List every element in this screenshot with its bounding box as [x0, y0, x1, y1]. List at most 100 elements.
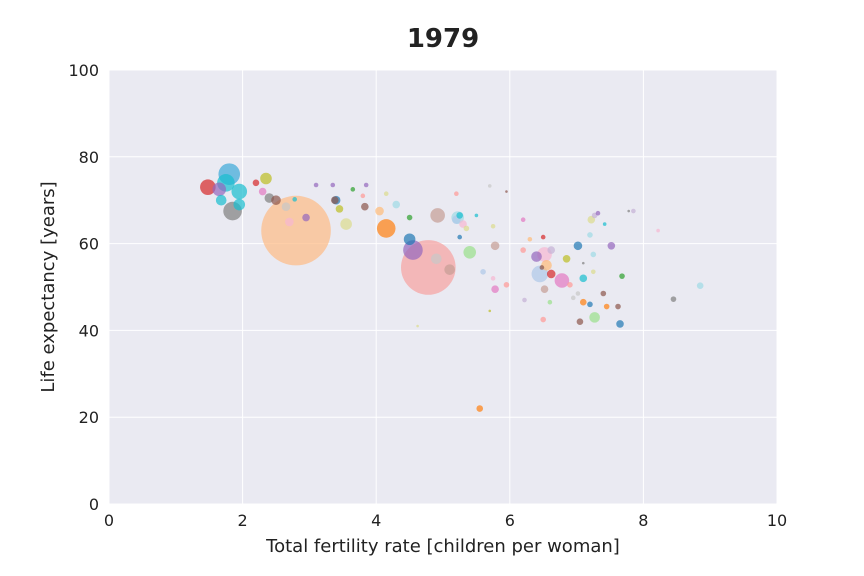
data-point — [292, 197, 298, 202]
data-point — [600, 290, 607, 297]
data-point — [491, 285, 499, 293]
data-point — [363, 182, 369, 188]
x-axis-label: Total fertility rate [children per woman… — [265, 536, 620, 557]
data-point — [350, 187, 356, 192]
data-point — [619, 273, 625, 279]
data-point — [252, 179, 260, 187]
data-point — [567, 282, 573, 288]
data-point — [258, 187, 267, 196]
data-point — [520, 217, 526, 223]
data-point — [602, 222, 607, 226]
data-point — [361, 202, 369, 211]
data-point — [392, 200, 401, 209]
data-point — [547, 246, 556, 254]
data-point — [416, 324, 419, 328]
y-tick-label: 20 — [79, 408, 99, 427]
data-point — [406, 214, 413, 221]
data-point — [431, 253, 442, 265]
x-tick-labels: 0 2 4 6 8 10 — [104, 511, 787, 530]
data-point — [603, 303, 610, 310]
data-point — [444, 264, 455, 275]
data-point — [607, 241, 616, 250]
data-point — [581, 261, 585, 265]
data-point — [615, 303, 621, 310]
y-tick-label: 100 — [68, 61, 99, 80]
data-point — [573, 241, 583, 251]
data-point — [579, 298, 587, 306]
data-point — [456, 212, 464, 219]
y-tick-label: 60 — [79, 235, 99, 254]
data-point — [474, 213, 479, 218]
data-point — [546, 269, 556, 279]
data-point — [522, 297, 527, 303]
y-tick-label: 40 — [79, 321, 99, 340]
data-points — [200, 163, 704, 412]
data-point — [616, 320, 624, 328]
data-point — [260, 172, 272, 185]
data-point — [403, 240, 423, 260]
grid — [108, 69, 778, 505]
data-point — [480, 269, 486, 275]
data-point — [463, 225, 470, 232]
data-point — [575, 291, 581, 296]
data-point — [487, 184, 492, 188]
data-point — [539, 265, 545, 270]
data-point — [531, 251, 542, 262]
data-point — [459, 220, 467, 228]
data-point — [285, 217, 294, 227]
data-point — [375, 206, 384, 216]
data-point — [488, 309, 492, 313]
data-point — [476, 405, 484, 412]
data-point — [505, 190, 508, 193]
data-point — [403, 233, 416, 246]
data-point — [587, 301, 593, 308]
x-tick-label: 0 — [104, 511, 114, 530]
data-point — [463, 245, 477, 259]
y-tick-label: 0 — [89, 495, 99, 514]
data-point — [376, 219, 396, 238]
data-point — [547, 299, 553, 305]
data-point — [261, 195, 331, 266]
data-point — [590, 251, 597, 258]
data-point — [383, 191, 389, 196]
data-point — [540, 285, 549, 293]
data-point — [520, 247, 526, 253]
data-point — [212, 182, 227, 197]
x-tick-label: 8 — [638, 511, 648, 530]
data-point — [271, 195, 281, 205]
data-point — [330, 182, 336, 188]
data-point — [200, 179, 216, 195]
data-point — [335, 205, 344, 213]
data-point — [591, 269, 596, 275]
data-point — [313, 182, 319, 188]
data-point — [340, 218, 352, 230]
data-point — [503, 282, 510, 288]
data-point — [281, 202, 291, 212]
data-point — [490, 276, 496, 281]
y-axis-label: Life expectancy [years] — [38, 181, 59, 392]
data-point — [540, 234, 546, 240]
data-point — [627, 209, 631, 213]
y-tick-label: 80 — [79, 148, 99, 167]
data-point — [570, 295, 576, 301]
x-tick-label: 2 — [238, 511, 248, 530]
data-point — [330, 196, 339, 204]
data-point — [670, 296, 677, 302]
data-point — [457, 234, 463, 240]
data-point — [490, 241, 500, 251]
data-point — [231, 183, 248, 200]
data-point — [696, 282, 704, 289]
data-point — [579, 274, 588, 283]
data-point — [562, 254, 571, 263]
data-point — [233, 198, 246, 211]
data-point — [595, 210, 601, 216]
data-point — [430, 208, 445, 223]
data-point — [631, 208, 636, 214]
data-point — [490, 223, 496, 229]
data-point — [554, 273, 570, 288]
x-tick-label: 6 — [505, 511, 515, 530]
chart-title: 1979 — [406, 24, 480, 54]
data-point — [656, 228, 660, 233]
data-point — [587, 232, 593, 238]
